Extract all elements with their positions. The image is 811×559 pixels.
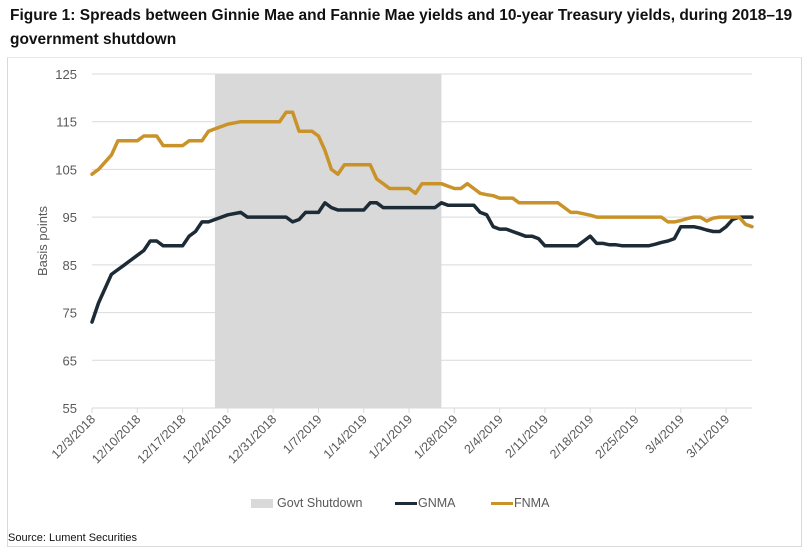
x-tick-label: 12/31/2018	[225, 412, 279, 466]
x-tick-label: 2/4/2019	[461, 412, 505, 456]
series-line-gnma	[90, 201, 754, 324]
x-tick-label: 1/21/2019	[366, 412, 415, 461]
y-tick-label: 55	[63, 401, 77, 416]
y-tick-label: 65	[63, 353, 77, 368]
chart-frame	[7, 57, 802, 547]
x-tick-label: 2/18/2019	[547, 412, 596, 461]
y-tick-label: 85	[63, 258, 77, 273]
legend-swatch-shutdown	[251, 498, 273, 508]
x-tick-label: 2/11/2019	[502, 412, 551, 461]
chart-legend: Govt Shutdown GNMA FNMA	[0, 493, 811, 513]
legend-label: Govt Shutdown	[277, 496, 363, 510]
x-tick-label: 1/28/2019	[411, 412, 460, 461]
y-tick-label: 75	[63, 306, 77, 321]
legend-item-gnma: GNMA	[395, 493, 456, 513]
x-tick-label: 1/14/2019	[321, 412, 370, 461]
x-tick-label: 2/25/2019	[592, 412, 641, 461]
legend-label: GNMA	[418, 496, 456, 510]
figure-title: Figure 1: Spreads between Ginnie Mae and…	[10, 7, 793, 48]
legend-label: FNMA	[514, 496, 550, 510]
x-tick-label: 3/4/2019	[643, 412, 687, 456]
y-tick-label: 115	[56, 115, 77, 130]
x-tick-label: 3/11/2019	[684, 412, 733, 461]
legend-swatch-fnma	[491, 501, 513, 505]
shutdown-region	[214, 74, 442, 408]
legend-item-govt-shutdown: Govt Shutdown	[251, 493, 362, 513]
y-tick-label: 95	[63, 210, 77, 225]
y-tick-label: 125	[55, 67, 77, 82]
x-tick-label: 1/7/2019	[280, 412, 324, 456]
series-line-fnma	[90, 110, 754, 229]
y-tick-label: 105	[55, 162, 77, 177]
source-note: Source: Lument Securities	[8, 532, 138, 544]
y-axis-label: Basis points	[35, 205, 50, 276]
legend-item-fnma: FNMA	[491, 493, 549, 513]
legend-swatch-gnma	[395, 501, 417, 505]
